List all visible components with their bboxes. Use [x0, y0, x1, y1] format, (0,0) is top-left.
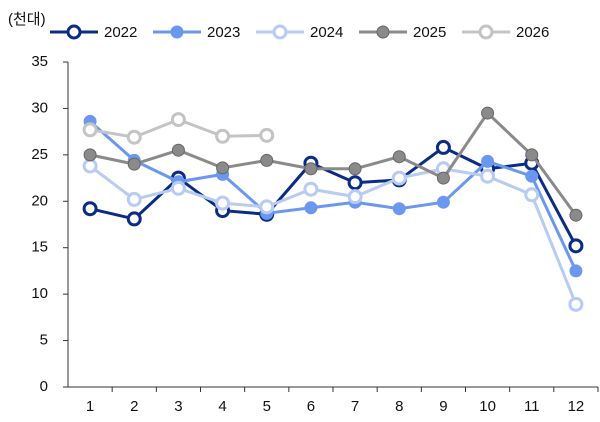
point — [480, 168, 496, 184]
series-line — [89, 120, 578, 272]
point — [82, 201, 98, 217]
legend-label: 2024 — [310, 24, 343, 41]
series-line — [89, 164, 578, 305]
unit-label: (천대) — [8, 11, 46, 28]
x-tick-label: 7 — [351, 398, 359, 415]
point — [304, 201, 318, 215]
point — [347, 189, 363, 205]
x-tick-label: 8 — [395, 398, 403, 415]
point — [216, 161, 230, 175]
point — [304, 162, 318, 176]
point — [260, 153, 274, 167]
point — [392, 202, 406, 216]
legend-marker — [272, 24, 288, 40]
point — [215, 128, 231, 144]
point — [82, 158, 98, 174]
legend-label: 2026 — [516, 24, 549, 41]
point — [435, 139, 451, 155]
y-tick-label: 25 — [31, 146, 48, 163]
point — [481, 106, 495, 120]
x-tick-label: 12 — [568, 398, 585, 415]
point — [126, 191, 142, 207]
point — [127, 157, 141, 171]
point — [569, 208, 583, 222]
point — [170, 180, 186, 196]
point — [392, 150, 406, 164]
point — [436, 195, 450, 209]
point — [348, 162, 362, 176]
y-tick-label: 30 — [31, 99, 48, 116]
y-tick-label: 5 — [40, 332, 48, 349]
point — [82, 122, 98, 138]
legend-marker — [478, 24, 494, 40]
legend-label: 2025 — [413, 24, 446, 41]
point — [347, 175, 363, 191]
legend-marker — [170, 25, 184, 39]
x-tick-label: 5 — [263, 398, 271, 415]
point — [170, 112, 186, 128]
series-line — [89, 145, 578, 247]
point — [391, 170, 407, 186]
y-tick-label: 0 — [40, 378, 48, 395]
legend-label: 2023 — [207, 24, 240, 41]
point — [568, 296, 584, 312]
x-tick-label: 11 — [524, 398, 540, 415]
point — [171, 143, 185, 157]
point — [568, 238, 584, 254]
series-line — [89, 110, 578, 217]
point — [259, 127, 275, 143]
y-tick-label: 35 — [31, 53, 48, 70]
x-tick-label: 2 — [130, 398, 138, 415]
legend-marker — [376, 25, 390, 39]
x-tick-label: 10 — [479, 398, 496, 415]
y-tick-label: 15 — [31, 239, 48, 256]
point — [215, 195, 231, 211]
point — [481, 154, 495, 168]
point — [126, 211, 142, 227]
x-tick-label: 1 — [86, 398, 94, 415]
x-tick-label: 9 — [439, 398, 447, 415]
y-tick-label: 20 — [31, 192, 48, 209]
point — [436, 171, 450, 185]
point — [126, 129, 142, 145]
point — [569, 264, 583, 278]
x-tick-label: 6 — [307, 398, 315, 415]
point — [524, 187, 540, 203]
point — [303, 181, 319, 197]
legend-marker — [66, 24, 82, 40]
y-tick-label: 10 — [31, 285, 48, 302]
x-tick-label: 3 — [174, 398, 182, 415]
point — [525, 169, 539, 183]
point — [83, 148, 97, 162]
x-tick-label: 4 — [218, 398, 226, 415]
point — [525, 148, 539, 162]
point — [259, 199, 275, 215]
legend-label: 2022 — [104, 24, 137, 41]
